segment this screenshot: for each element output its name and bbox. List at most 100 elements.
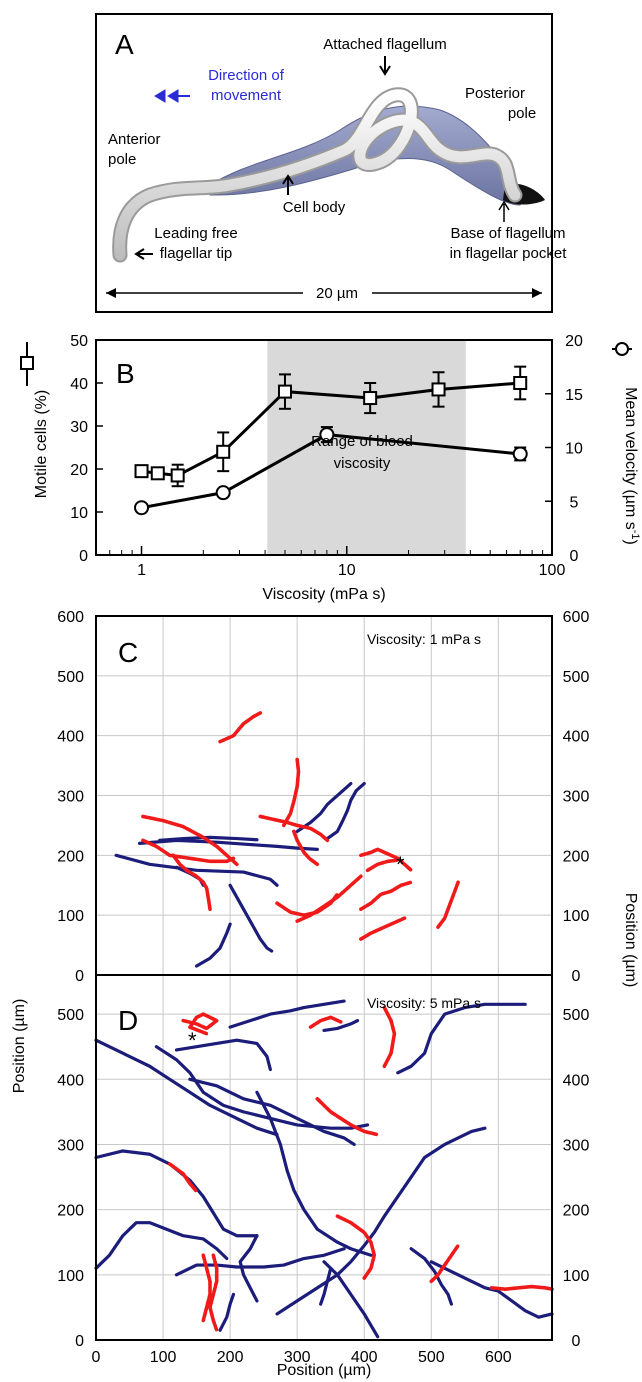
d-track-red — [489, 1284, 554, 1291]
c-yleft-tick-label: 400 — [57, 729, 84, 746]
b-point-circle — [134, 500, 150, 516]
panel-c-label: C — [118, 637, 138, 668]
arrow-leading-tip — [134, 248, 153, 260]
b-x-tick-label: 1 — [137, 562, 146, 579]
label-anterior-2: pole — [108, 151, 136, 168]
d-yright-tick-label: 400 — [563, 1072, 590, 1089]
d-track-red — [308, 1015, 343, 1029]
c-yright-tick-label: 200 — [563, 848, 590, 865]
b-yright-tick-label: 15 — [565, 387, 583, 404]
d-xlabel: Position (µm) — [277, 1362, 372, 1379]
right-axis-circle-marker-icon — [612, 342, 632, 356]
d-yright-tick-label: 300 — [563, 1137, 590, 1154]
d-track-red — [429, 1243, 460, 1284]
c-yright-tick-label: 400 — [563, 729, 590, 746]
d-track-blue — [275, 1126, 487, 1316]
c-yright-tick-label: 300 — [563, 789, 590, 806]
d-x-tick-label: 500 — [418, 1349, 445, 1366]
c-track-red — [141, 838, 236, 864]
c-track-blue — [114, 853, 279, 887]
flagellum-highlight — [114, 89, 521, 261]
panel-b-label: B — [116, 358, 135, 389]
c-yleft-tick-label: 500 — [57, 669, 84, 686]
d-track-blue — [255, 1090, 373, 1257]
d-yleft-tick-label: 0 — [75, 1333, 84, 1350]
d-track-red — [181, 1012, 219, 1036]
c-track-blue — [325, 781, 366, 841]
c-track-red — [295, 874, 363, 923]
d-track-blue — [218, 1292, 236, 1332]
arrow-attached-flagellum — [379, 56, 391, 76]
direction-arrows-icon — [154, 89, 190, 103]
d-track-blue — [396, 1002, 527, 1075]
c-asterisk: * — [396, 852, 405, 877]
left-axis-square-marker-icon — [20, 342, 34, 386]
d-track-red — [167, 1162, 199, 1194]
scale-bar-label: 20 µm — [316, 285, 358, 302]
b-shade-label-2: viscosity — [334, 455, 391, 472]
d-yleft-tick-label: 500 — [57, 1007, 84, 1024]
label-direction-2: movement — [211, 87, 282, 104]
d-x-tick-label: 100 — [150, 1349, 177, 1366]
label-base-1: Base of flagellum — [450, 225, 565, 242]
b-shaded-blood-viscosity-range — [267, 340, 466, 555]
c-track-red — [171, 853, 212, 911]
cd-ylabel-left: Position (µm) — [11, 999, 28, 1094]
d-x-tick-label: 400 — [351, 1349, 378, 1366]
d-track-red — [315, 1097, 380, 1137]
d-yleft-tick-label: 300 — [57, 1137, 84, 1154]
d-track-blue — [322, 1019, 360, 1033]
b-point-square — [277, 384, 292, 399]
d-track-red — [382, 1005, 397, 1069]
label-anterior-1: Anterior — [108, 131, 161, 148]
d-track-blue — [94, 1038, 279, 1137]
d-asterisk: * — [188, 1028, 197, 1053]
c-yright-tick-label: 100 — [563, 908, 590, 925]
b-yright-tick-label: 0 — [570, 548, 579, 565]
d-track-blue — [319, 1266, 333, 1306]
d-track-blue — [94, 1149, 259, 1238]
b-point-square — [150, 466, 165, 481]
c-yleft-tick-label: 200 — [57, 848, 84, 865]
b-yleft-tick-label: 50 — [70, 333, 88, 350]
b-yright-tick-label: 10 — [565, 441, 583, 458]
b-yleft-tick-label: 10 — [70, 505, 88, 522]
c-track-blue — [295, 781, 353, 834]
b-point-circle — [319, 427, 335, 443]
d-x-tick-label: 600 — [485, 1349, 512, 1366]
b-yright-tick-label: 5 — [570, 494, 579, 511]
b-series-circle-line — [141, 433, 521, 510]
b-ylabel-right-close: ) — [622, 540, 639, 545]
c-yleft-tick-label: 0 — [75, 968, 84, 985]
d-track-blue — [94, 1221, 229, 1270]
label-direction-1: Direction of — [208, 67, 285, 84]
b-yleft-tick-label: 30 — [70, 419, 88, 436]
b-x-tick-label: 10 — [338, 562, 356, 579]
label-leading-1: Leading free — [154, 225, 237, 242]
c-yright-tick-label: 0 — [572, 968, 581, 985]
c-track-red — [258, 814, 330, 843]
d-plot-frame — [95, 974, 553, 1341]
label-posterior-2: pole — [508, 105, 536, 122]
d-yleft-tick-label: 200 — [57, 1203, 84, 1220]
b-xlabel: Viscosity (mPa s) — [262, 586, 385, 603]
b-ylabel-right-main: Mean velocity (µm s — [622, 387, 639, 530]
d-yleft-tick-label: 400 — [57, 1072, 84, 1089]
b-ylabel-left: Motile cells (%) — [33, 390, 50, 498]
d-track-blue — [409, 1247, 454, 1306]
d-yright-tick-label: 0 — [572, 1333, 581, 1350]
b-ylabel-right: Mean velocity (µm s-1) — [622, 387, 641, 545]
d-track-blue — [188, 1077, 356, 1147]
c-yleft-tick-label: 100 — [57, 908, 84, 925]
b-yright-tick-label: 20 — [565, 333, 583, 350]
b-x-tick-label: 100 — [539, 562, 566, 579]
c-track-red — [281, 757, 301, 828]
c-track-red — [436, 880, 460, 929]
panel-d-label: D — [118, 1005, 138, 1036]
d-yright-tick-label: 100 — [563, 1268, 590, 1285]
d-track-red — [208, 1253, 219, 1333]
label-attached-flagellum: Attached flagellum — [323, 36, 446, 53]
b-shade-label-1: Range of blood — [311, 433, 413, 450]
